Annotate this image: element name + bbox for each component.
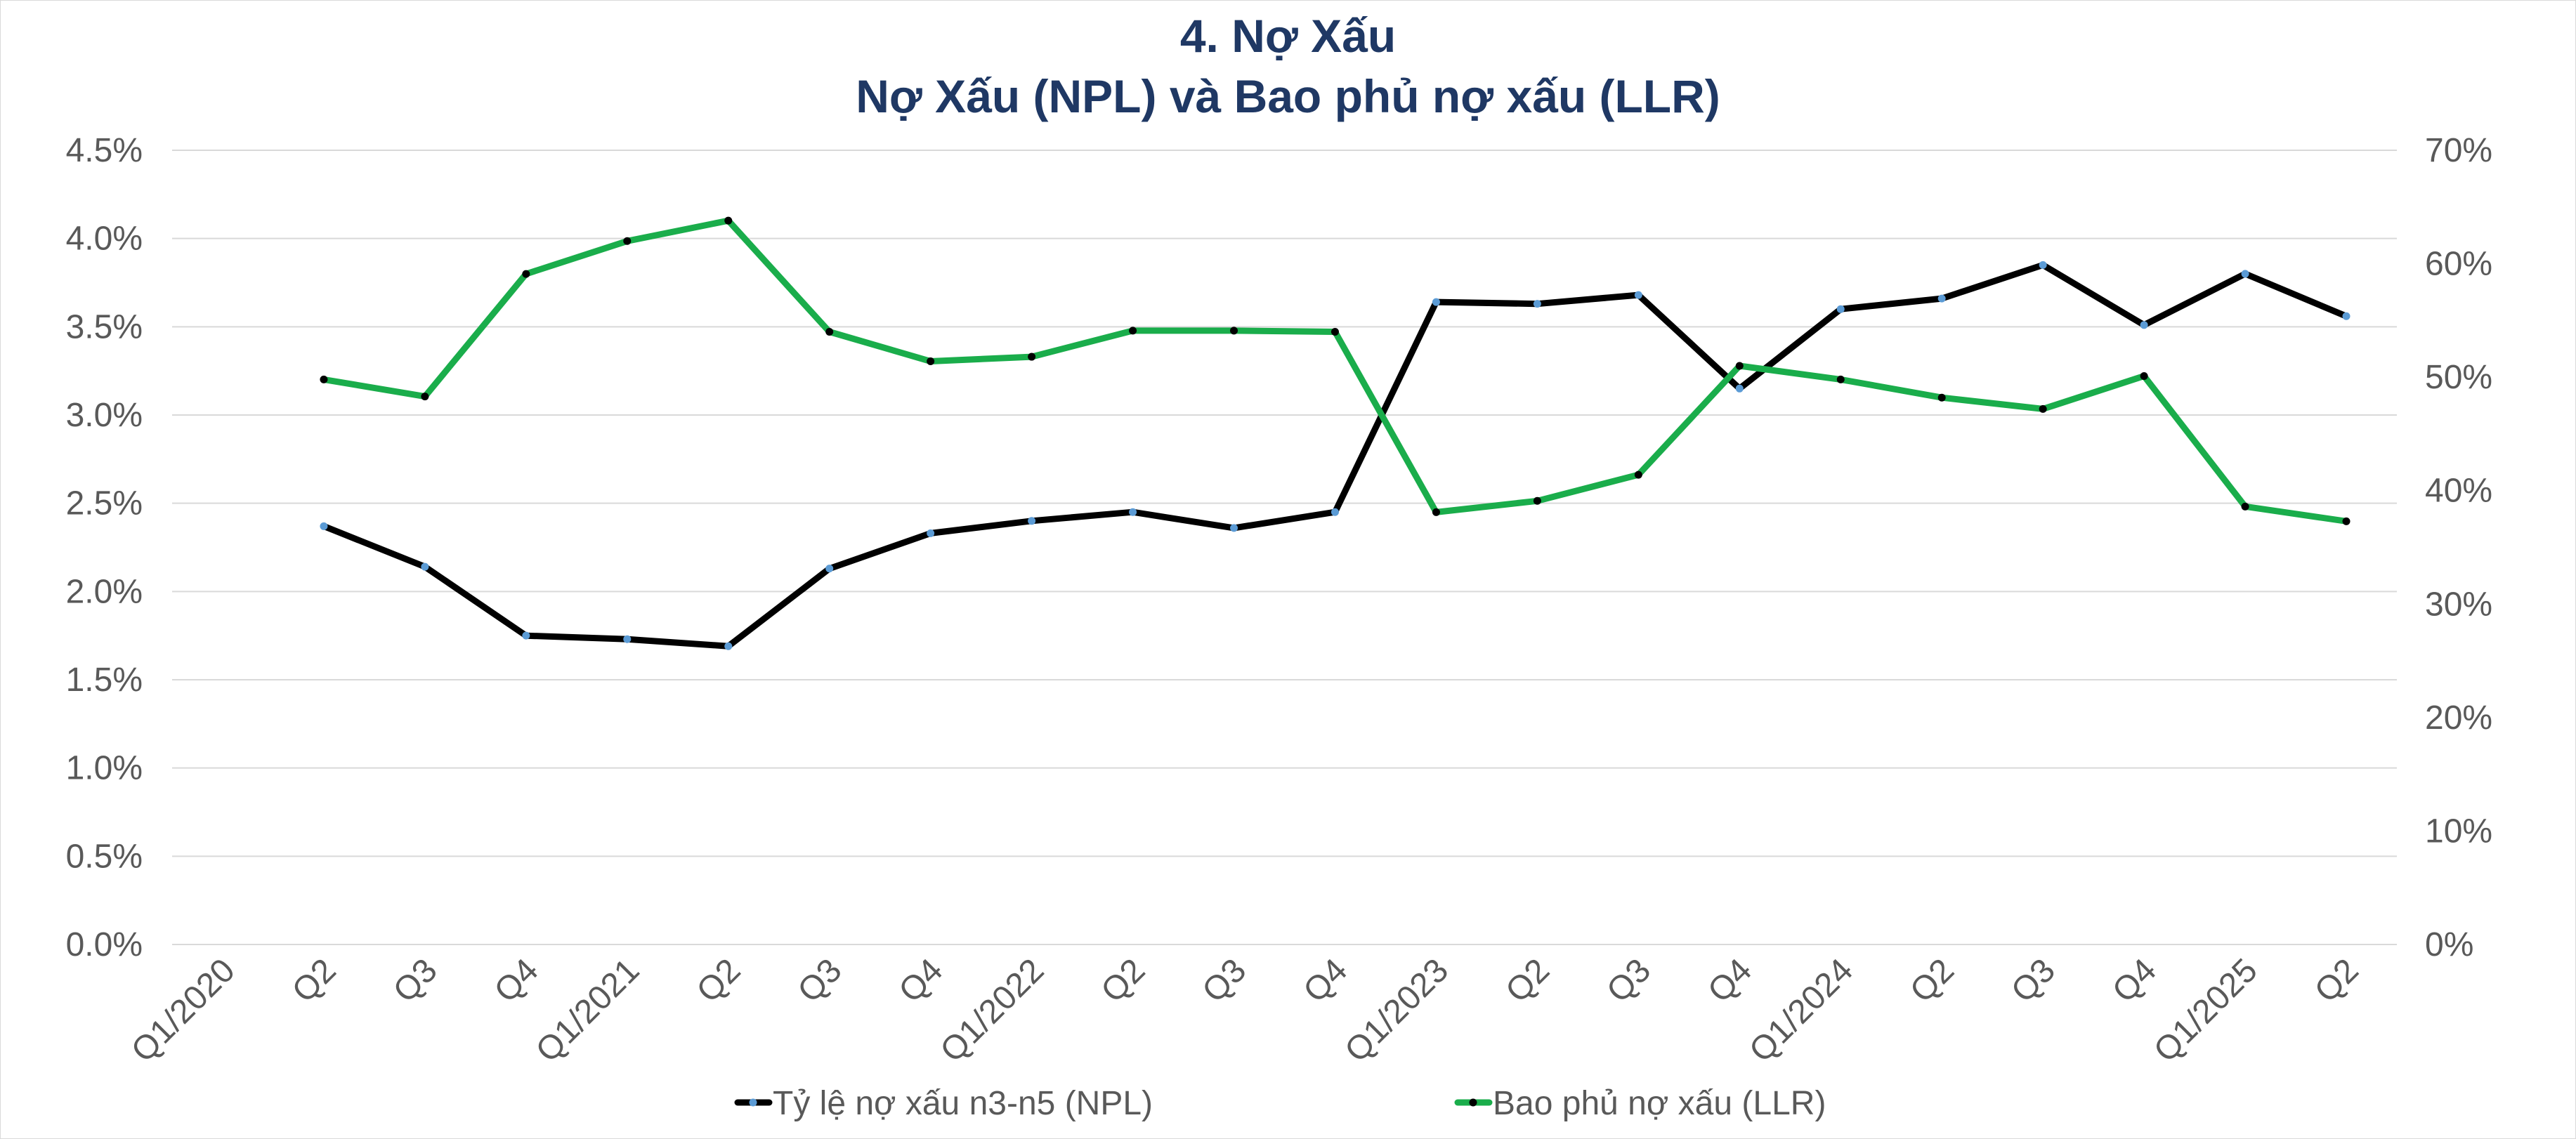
right-axis-tick-label: 30% xyxy=(2425,586,2492,623)
data-point-2 xyxy=(825,328,834,336)
data-point-2 xyxy=(421,393,429,401)
x-axis-tick-label: Q3 xyxy=(2004,952,2062,1010)
left-axis-tick-label: 1.5% xyxy=(66,661,143,699)
data-point-2 xyxy=(2241,502,2249,511)
right-axis-tick-label: 10% xyxy=(2425,812,2492,850)
data-point-2 xyxy=(2140,372,2148,381)
legend: Tỷ lệ nợ xấu n3-n5 (NPL) Bao phủ nợ xấu (… xyxy=(734,1085,1826,1122)
data-point-2 xyxy=(2039,404,2047,413)
data-point-2 xyxy=(1331,328,1339,336)
right-axis-tick-label: 50% xyxy=(2425,359,2492,396)
data-point-2 xyxy=(1634,470,1642,479)
data-point-2 xyxy=(1432,508,1440,516)
x-axis-tick-label: Q1/2023 xyxy=(1338,952,1456,1069)
legend-label-1: Tỷ lệ nợ xấu n3-n5 (NPL) xyxy=(773,1085,1153,1122)
left-axis-tick-label: 4.0% xyxy=(66,220,143,258)
data-point-1 xyxy=(1937,294,1946,303)
gridlines xyxy=(172,150,2397,945)
series-lines xyxy=(320,217,2350,650)
data-point-2 xyxy=(927,357,935,366)
data-point-2 xyxy=(1129,327,1137,335)
series-markers xyxy=(320,216,2351,650)
data-point-1 xyxy=(1331,508,1339,516)
left-axis-tick-label: 2.5% xyxy=(66,485,143,522)
data-point-1 xyxy=(1836,305,1845,313)
chart-subtitle: Nợ Xấu (NPL) và Bao phủ nợ xấu (LLR) xyxy=(856,70,1720,122)
data-point-1 xyxy=(1533,300,1541,308)
right-axis-tick-label: 40% xyxy=(2425,473,2492,510)
x-axis-tick-label: Q3 xyxy=(1600,952,1658,1010)
data-point-1 xyxy=(522,631,530,640)
data-point-1 xyxy=(2140,321,2148,329)
x-axis-tick-label: Q2 xyxy=(285,952,344,1010)
x-axis-tick-label: Q2 xyxy=(1498,952,1557,1010)
left-axis-tick-label: 2.0% xyxy=(66,573,143,610)
x-axis-tick-label: Q4 xyxy=(1701,952,1759,1010)
legend-marker-2 xyxy=(1469,1098,1477,1107)
data-point-1 xyxy=(825,565,834,573)
data-point-2 xyxy=(1735,362,1744,370)
data-point-2 xyxy=(623,237,632,245)
data-point-1 xyxy=(2342,312,2351,320)
data-point-2 xyxy=(1028,353,1036,361)
left-axis-tick-label: 1.0% xyxy=(66,750,143,787)
data-point-2 xyxy=(724,216,733,225)
x-axis-tick-label: Q1/2025 xyxy=(2147,952,2265,1069)
x-axis-tick-label: Q2 xyxy=(2308,952,2366,1010)
right-axis-tick-label: 60% xyxy=(2425,246,2492,283)
left-axis-tick-label: 0.0% xyxy=(66,926,143,963)
data-point-1 xyxy=(2241,270,2249,278)
data-point-1 xyxy=(1432,298,1440,306)
x-axis-tick-label: Q2 xyxy=(690,952,748,1010)
data-point-1 xyxy=(1735,384,1744,393)
x-axis-tick-label: Q4 xyxy=(488,952,546,1010)
data-point-1 xyxy=(1230,524,1238,532)
right-axis-tick-label: 0% xyxy=(2425,926,2473,963)
right-axis-tick-label: 20% xyxy=(2425,699,2492,737)
data-point-1 xyxy=(320,522,328,530)
data-point-1 xyxy=(623,635,632,643)
data-point-2 xyxy=(522,270,530,278)
left-axis-tick-label: 4.5% xyxy=(66,132,143,169)
data-point-2 xyxy=(2342,517,2351,525)
chart-title-block: 4. Nợ Xấu Nợ Xấu (NPL) và Bao phủ nợ xấu… xyxy=(0,6,2576,126)
data-point-1 xyxy=(1028,517,1036,525)
x-axis-tick-label: Q4 xyxy=(1297,952,1355,1010)
x-axis-tick-label: Q1/2024 xyxy=(1742,952,1860,1069)
x-axis-tick-label: Q3 xyxy=(386,952,445,1010)
x-axis-tick-label: Q1/2022 xyxy=(934,952,1052,1069)
data-point-1 xyxy=(421,562,429,571)
data-point-1 xyxy=(724,642,733,650)
x-axis-tick-label: Q2 xyxy=(1094,952,1153,1010)
data-point-2 xyxy=(1230,327,1238,335)
chart-title: 4. Nợ Xấu xyxy=(1179,10,1397,62)
left-axis-ticks: 0.0% 0.5% 1.0% 1.5% 2.0% 2.5% 3.0% 3.5% 4.0% 4.5% xyxy=(66,132,143,963)
data-point-1 xyxy=(1634,291,1642,299)
data-point-2 xyxy=(1937,393,1946,402)
data-point-2 xyxy=(1836,375,1845,383)
x-axis-tick-label: Q4 xyxy=(892,952,950,1010)
data-point-2 xyxy=(320,375,328,383)
series-line-1 xyxy=(320,261,2350,650)
right-axis-ticks: 0% 10% 20% 30% 40% 50% 60% 70% xyxy=(2425,132,2492,963)
x-axis-tick-label: Q3 xyxy=(791,952,849,1010)
data-point-1 xyxy=(927,529,935,537)
legend-label-2: Bao phủ nợ xấu (LLR) xyxy=(1493,1085,1826,1122)
left-axis-tick-label: 0.5% xyxy=(66,838,143,875)
x-axis-tick-label: Q3 xyxy=(1196,952,1254,1010)
left-axis-tick-label: 3.5% xyxy=(66,308,143,345)
x-axis-tick-label: Q1/2020 xyxy=(124,952,242,1069)
data-point-1 xyxy=(1129,508,1137,516)
x-axis-tick-label: Q4 xyxy=(2105,952,2164,1010)
x-axis-tick-label: Q2 xyxy=(1903,952,1961,1010)
data-point-2 xyxy=(1533,496,1541,505)
x-axis-tick-label: Q1/2021 xyxy=(529,952,647,1069)
legend-marker-1 xyxy=(749,1098,757,1107)
left-axis-tick-label: 3.0% xyxy=(66,397,143,434)
data-point-1 xyxy=(2039,261,2047,269)
right-axis-tick-label: 70% xyxy=(2425,132,2492,169)
